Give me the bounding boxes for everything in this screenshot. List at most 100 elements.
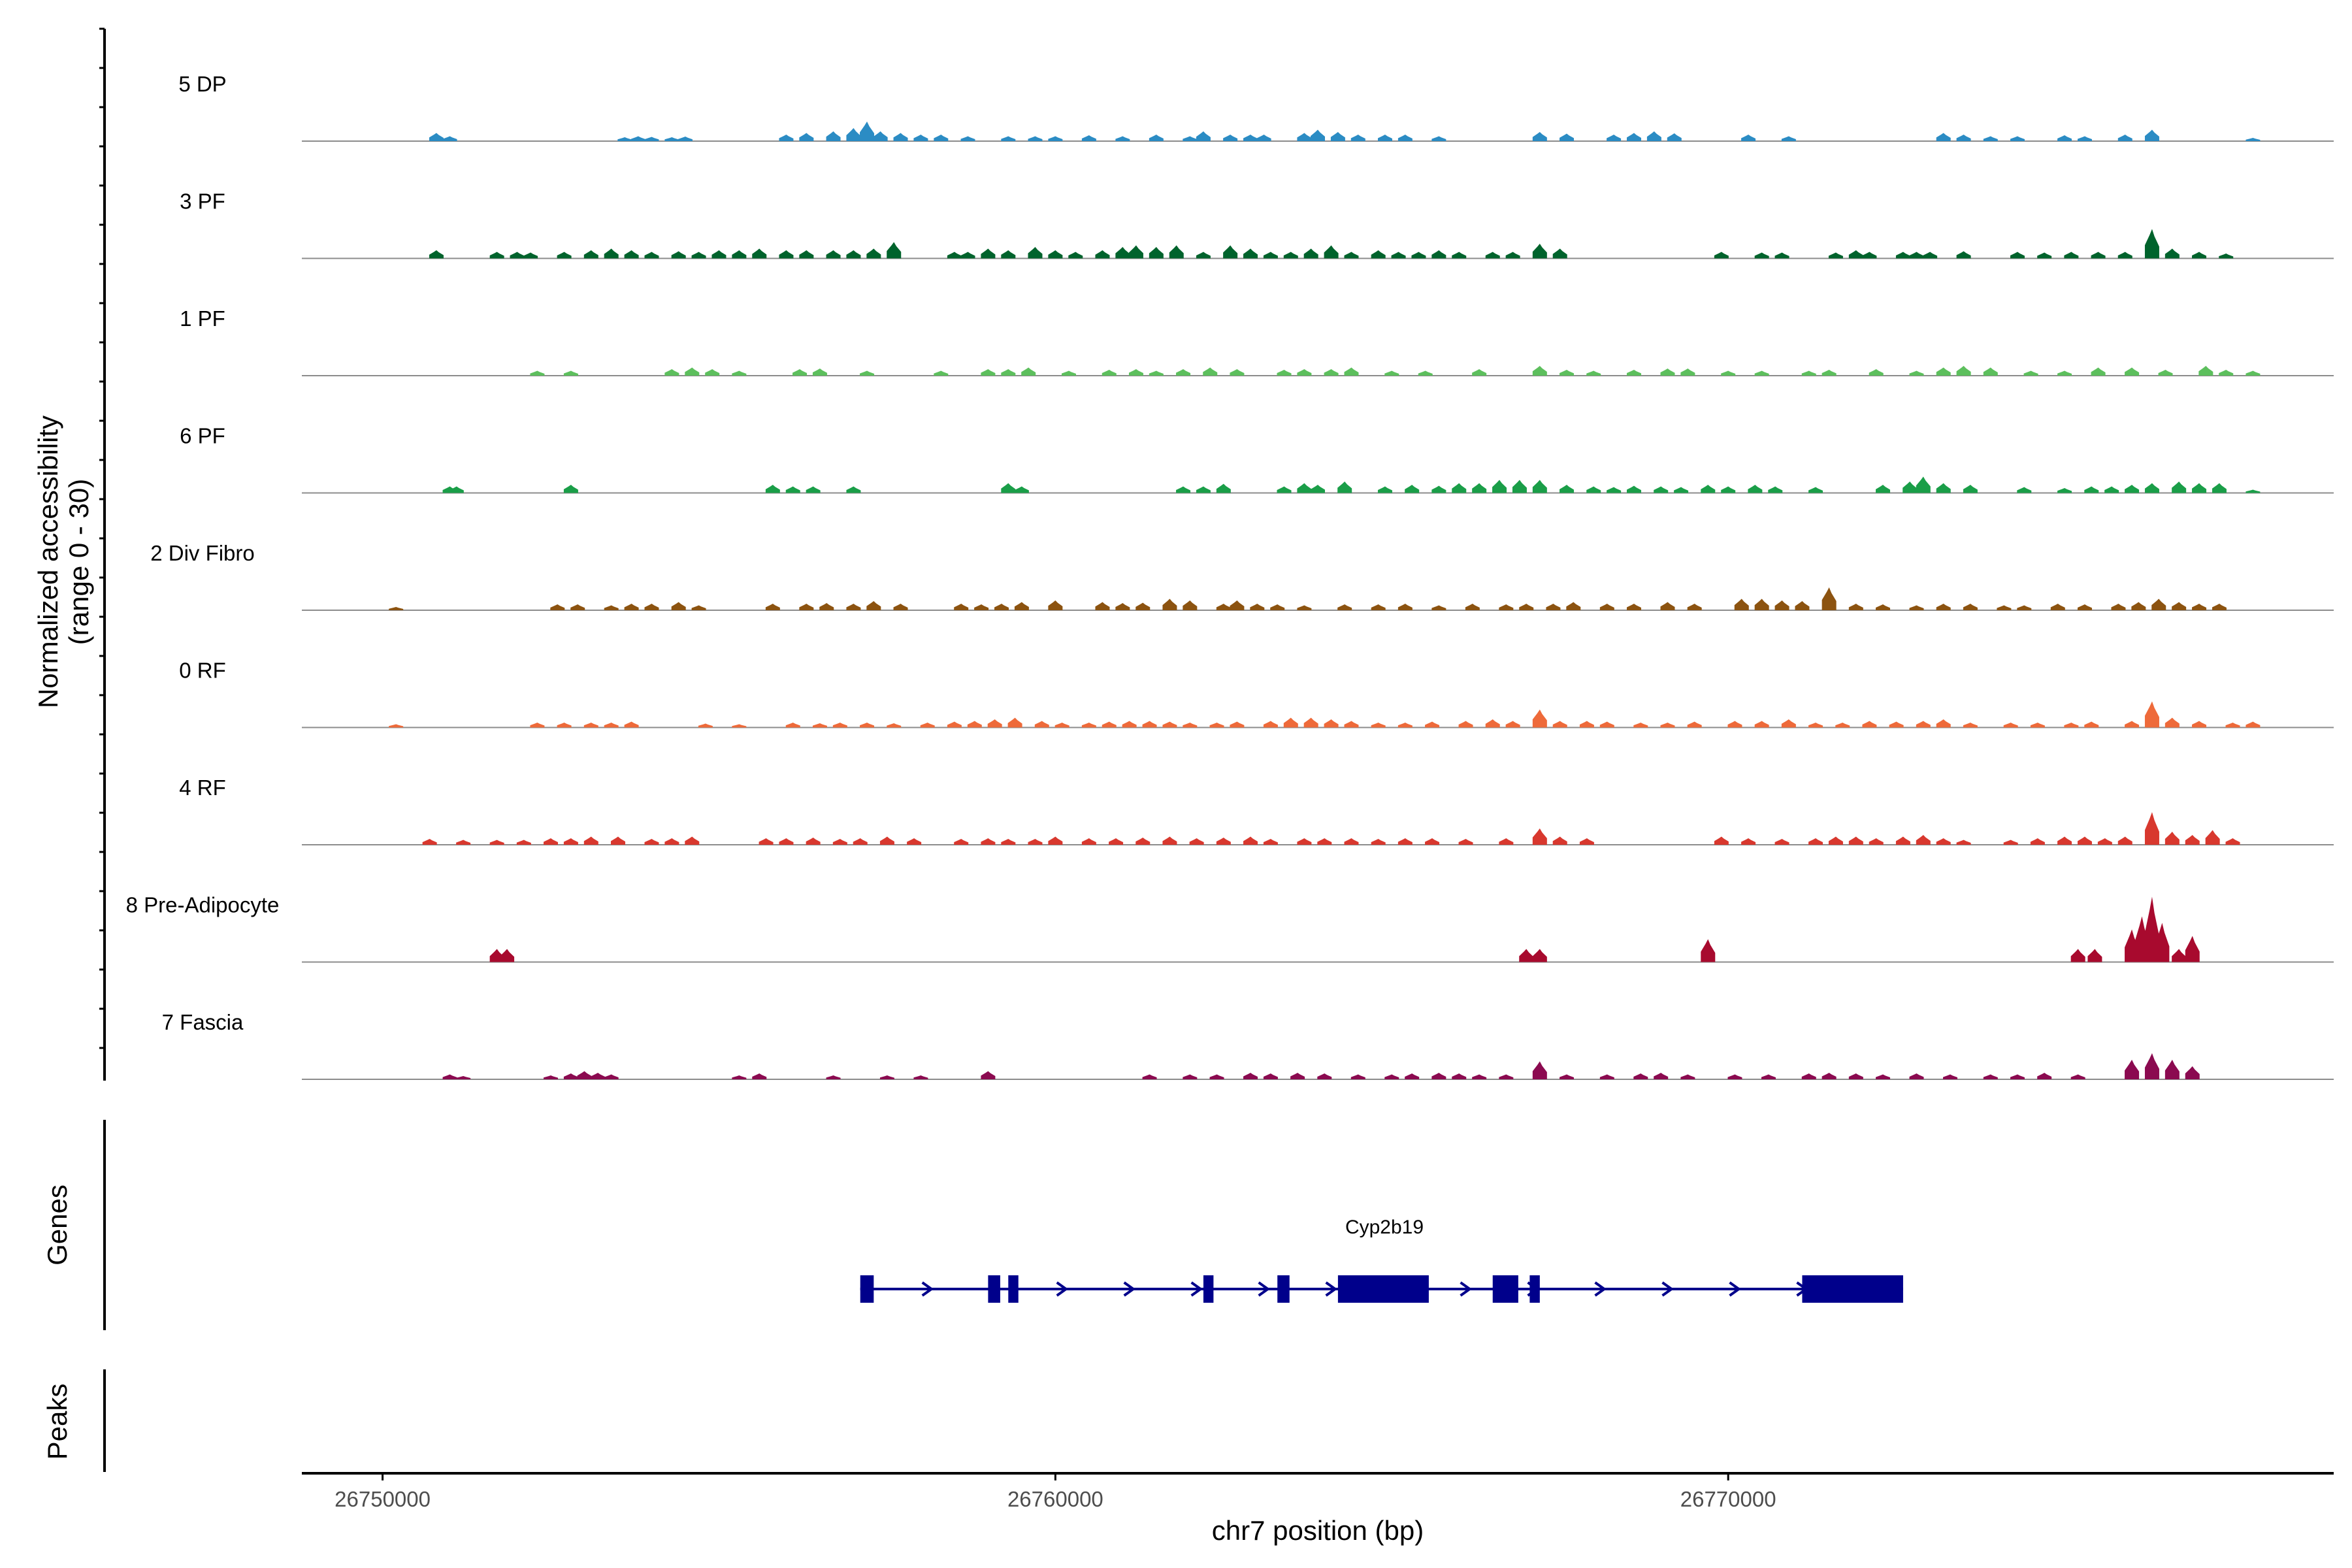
coverage-peak [1499,604,1514,610]
coverage-peak [1384,1074,1399,1079]
coverage-peak [2003,723,2018,728]
gene-track [860,1275,1903,1303]
coverage-peak [489,840,504,845]
coverage-peak [1680,368,1695,376]
coverage-peak [510,252,525,259]
coverage-peak [1903,482,1918,493]
coverage-peak [1956,366,1971,376]
coverage-peak [2064,252,2079,259]
coverage-peak [664,369,679,376]
coverage-peak [544,838,559,845]
coverage-peak [1458,839,1473,845]
coverage-peak [1149,370,1164,376]
strand-arrow [1123,1281,1136,1297]
coverage-peak [1781,719,1796,728]
coverage-peak [1936,719,1951,728]
coverage-peak [604,723,619,728]
coverage-peak [2087,949,2102,962]
coverage-peak [1048,250,1063,259]
coverage-peak [1519,949,1534,962]
coverage-peak [2212,604,2227,610]
coverage-peak [550,604,565,610]
coverage-peak [1371,250,1386,259]
coverage-peak [1936,604,1951,610]
coverage-peak [1001,250,1016,259]
coverage-peak [1001,136,1016,141]
coverage-peak [2192,721,2207,728]
coverage-peak [1627,133,1642,141]
coverage-peak [1485,252,1500,259]
coverage-peak [1014,486,1029,493]
coverage-peak [1350,135,1365,141]
coverage-peak [691,252,706,259]
y-axis-title: Normalized accessibility [33,416,63,708]
coverage-peak [1209,723,1224,728]
gene-name-label: Cyp2b19 [1345,1217,1424,1238]
coverage-peak [1560,370,1575,376]
coverage-peak [1048,136,1063,141]
coverage-peak [2037,1073,2052,1079]
coverage-peak [792,369,808,376]
coverage-peak [1505,721,1520,728]
coverage-peak [1499,838,1514,845]
coverage-peak [1391,252,1406,259]
track-8-pre-adipocyte: 8 Pre-Adipocyte [126,893,2334,963]
coverage-peak [1452,1073,1467,1079]
coverage-peak [2192,483,2207,493]
coverage-peak [1943,1074,1958,1079]
coverage-peak [2030,838,2045,845]
coverage-peak [1183,723,1198,728]
coverage-peak [2057,135,2072,141]
coverage-peak [2144,1053,2159,1079]
track-label: 6 PF [180,424,225,448]
coverage-peak [1727,721,1742,728]
coverage-peak [1142,1074,1157,1079]
coverage-peak [1983,367,1998,376]
coverage-peak [1162,721,1177,728]
coverage-peak [2125,485,2140,493]
coverage-peak [759,838,774,845]
coverage-peak [2084,486,2099,493]
coverage-peak [1263,721,1278,728]
coverage-peak [1876,485,1891,493]
coverage-peak [1128,245,1143,259]
coverage-peak [1418,370,1433,376]
coverage-peak [2172,482,2187,493]
coverage-peak [449,486,464,493]
coverage-peak [456,840,471,845]
coverage-peak [1337,604,1352,610]
coverage-peak [1371,723,1386,728]
coverage-peak [1627,485,1642,493]
coverage-peak [1552,248,1567,259]
coverage-peak [1142,721,1157,728]
coverage-peak [389,607,404,610]
coverage-peak [698,723,713,728]
coverage-peak [826,250,841,259]
coverage-peak [624,250,639,259]
coverage-peak [1599,1074,1614,1079]
coverage-peak [1034,721,1049,728]
coverage-peak [1102,721,1117,728]
coverage-peak [2091,252,2106,259]
coverage-peak [1774,252,1789,259]
coverage-peak [1021,367,1036,376]
coverage-peak [799,250,814,259]
coverage-peak [604,605,619,610]
coverage-peak [1250,604,1265,610]
coverage-peak [705,369,720,376]
coverage-peak [907,838,922,845]
coverage-peak [1552,721,1567,728]
coverage-peak [1243,1073,1258,1079]
coverage-peak [1081,723,1096,728]
coverage-peak [1505,252,1520,259]
coverage-peak [1909,605,1924,610]
coverage-peak [1936,838,1951,845]
coverage-peak [583,250,598,259]
coverage-peak [1848,836,1863,845]
coverage-peak [1835,723,1850,728]
coverage-peak [887,242,902,259]
coverage-peak [2017,605,2032,610]
coverage-peak [732,1075,747,1079]
coverage-peak [1909,1073,1924,1079]
coverage-peak [1068,252,1083,259]
